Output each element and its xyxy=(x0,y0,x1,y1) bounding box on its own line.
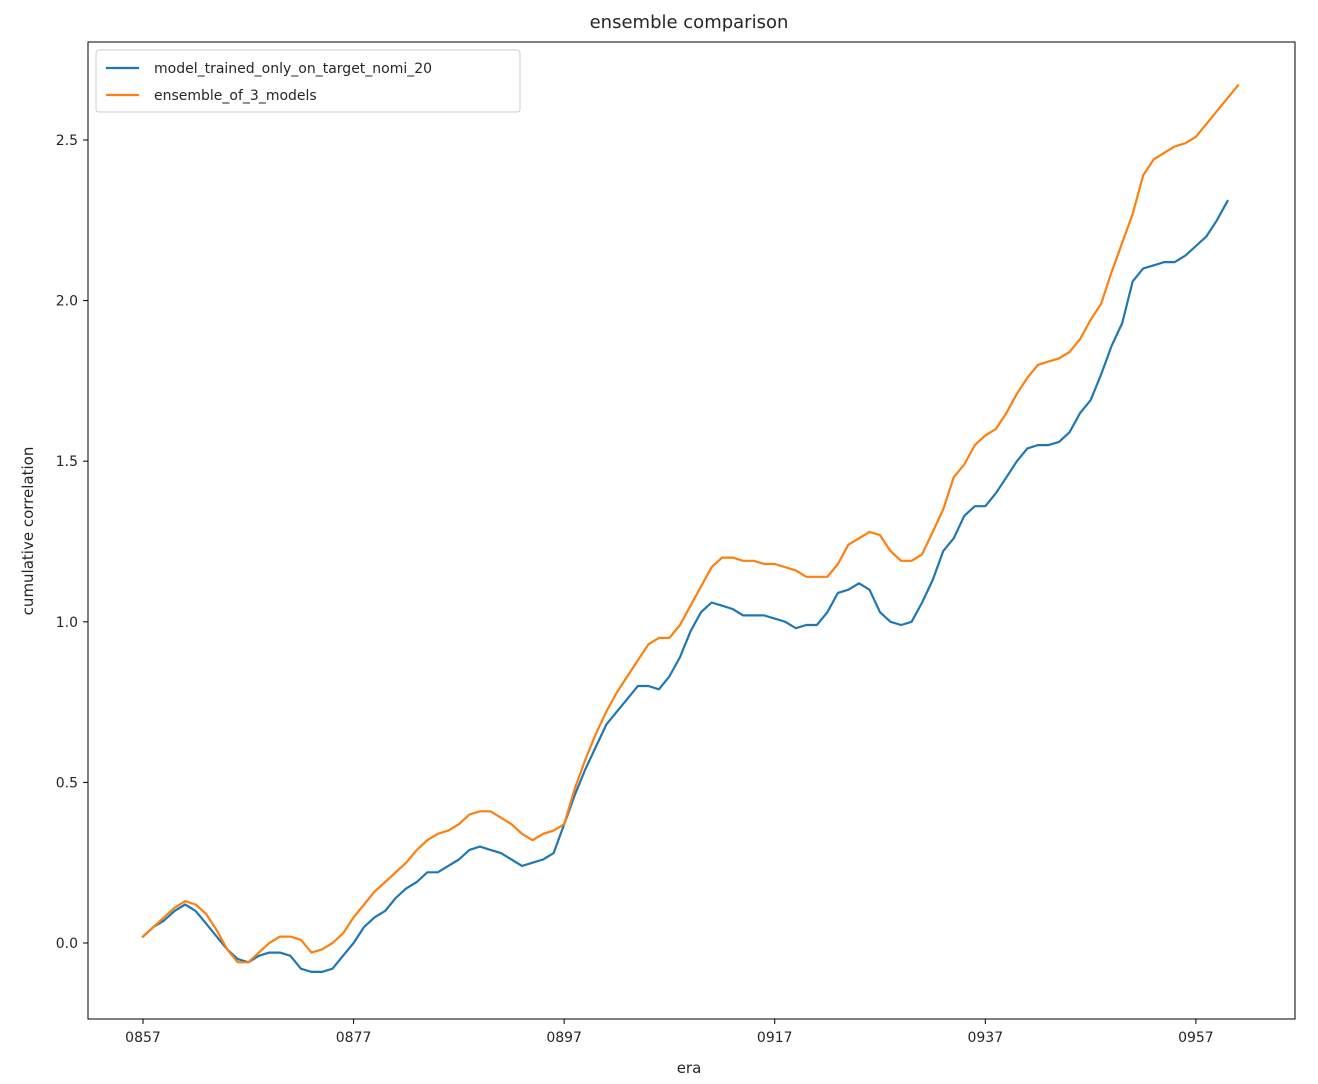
series-line-ensemble xyxy=(141,83,1240,964)
legend-box xyxy=(95,49,521,113)
x-tick-label: 0957 xyxy=(1178,1030,1214,1046)
chart-title: ensemble comparison xyxy=(590,12,789,33)
series-layer xyxy=(141,83,1240,974)
legend: model_trained_only_on_target_nomi_20 ens… xyxy=(95,49,521,113)
x-tick-label: 0857 xyxy=(125,1030,161,1046)
x-tick-label: 0917 xyxy=(757,1030,793,1046)
y-axis-title: cumulative correlation xyxy=(19,447,37,616)
y-tick-label: 1.0 xyxy=(56,615,78,631)
y-tick-label: 2.0 xyxy=(56,294,78,310)
x-tick-label: 0877 xyxy=(336,1030,372,1046)
y-axis: 0.0 0.5 1.0 1.5 2.0 2.5 xyxy=(56,133,88,952)
y-tick-label: 1.5 xyxy=(56,454,78,470)
legend-label-model: model_trained_only_on_target_nomi_20 xyxy=(154,61,432,77)
y-tick-label: 2.5 xyxy=(56,133,78,149)
legend-label-ensemble: ensemble_of_3_models xyxy=(154,88,317,104)
plot-frame xyxy=(87,41,1296,1020)
x-tick-label: 0897 xyxy=(546,1030,582,1046)
series-line-model xyxy=(141,199,1229,974)
y-tick-label: 0.5 xyxy=(56,775,78,791)
y-tick-label: 0.0 xyxy=(56,936,78,952)
x-axis-title: era xyxy=(677,1059,702,1077)
x-tick-label: 0937 xyxy=(967,1030,1003,1046)
x-axis: 0857 0877 0897 0917 0937 0957 xyxy=(125,1019,1214,1046)
